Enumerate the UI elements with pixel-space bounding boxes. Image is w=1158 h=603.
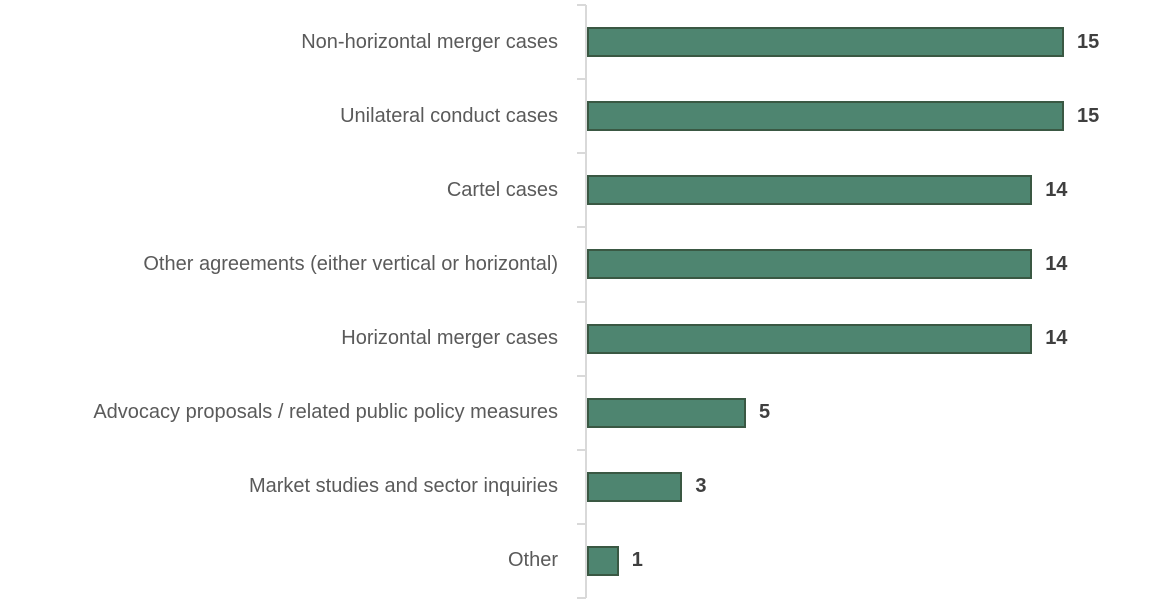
axis-tick: [577, 226, 586, 229]
axis-tick: [577, 597, 586, 599]
category-label: Market studies and sector inquiries: [248, 475, 558, 498]
value-label: 1: [631, 549, 643, 572]
value-label: 14: [1045, 178, 1068, 201]
category-label: Horizontal merger cases: [341, 327, 558, 350]
bar[interactable]: [587, 27, 1064, 58]
axis-tick: [577, 448, 586, 451]
bar[interactable]: [587, 545, 619, 576]
bar[interactable]: [587, 397, 746, 428]
bar[interactable]: [587, 249, 1033, 280]
value-label: 15: [1077, 104, 1100, 127]
value-label: 14: [1045, 327, 1068, 350]
value-label: 3: [695, 475, 707, 498]
bar[interactable]: [587, 175, 1033, 206]
category-label: Cartel cases: [446, 178, 558, 201]
category-axis-line: [585, 5, 587, 598]
axis-tick: [577, 152, 586, 155]
category-label: Non-horizontal merger cases: [301, 30, 558, 53]
value-label: 5: [759, 401, 771, 424]
value-label: 14: [1045, 252, 1068, 275]
category-label: Advocacy proposals / related public poli…: [93, 401, 558, 424]
bar[interactable]: [587, 323, 1033, 354]
bar[interactable]: [587, 101, 1064, 132]
category-label: Unilateral conduct cases: [340, 104, 558, 127]
category-label: Other agreements (either vertical or hor…: [143, 252, 558, 275]
axis-tick: [577, 78, 586, 81]
axis-tick: [577, 522, 586, 525]
axis-tick: [577, 374, 586, 377]
category-label: Other: [507, 549, 558, 572]
value-label: 15: [1077, 30, 1100, 53]
bar[interactable]: [587, 471, 683, 502]
axis-tick: [577, 300, 586, 303]
axis-tick: [577, 4, 586, 6]
